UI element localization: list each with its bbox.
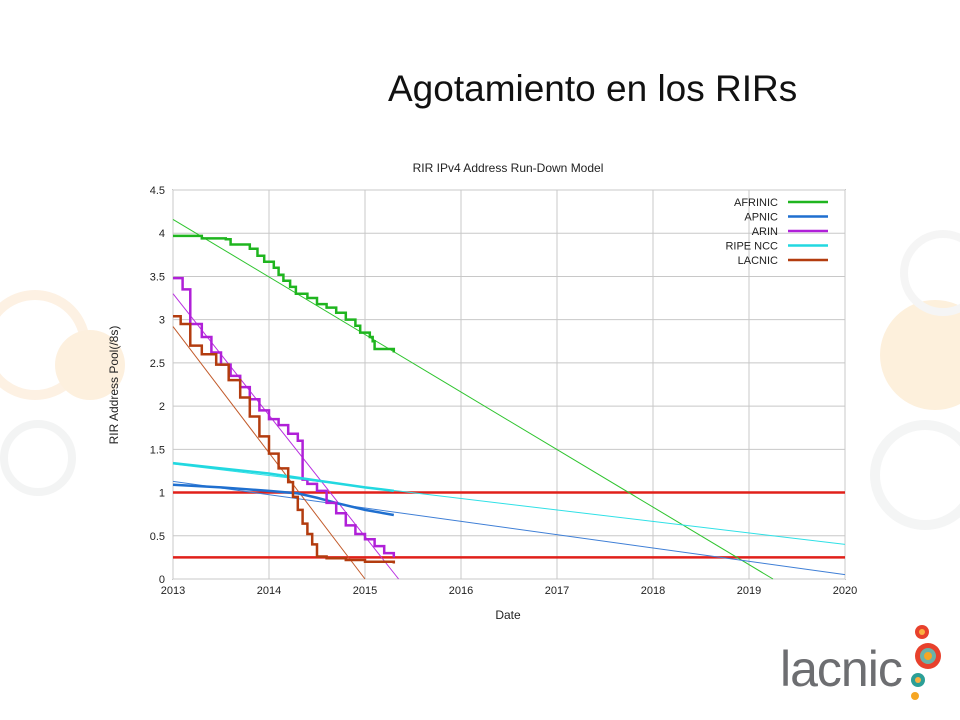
y-tick-label: 4 xyxy=(159,228,165,240)
x-tick-label: 2018 xyxy=(641,585,665,597)
trend-line-afrinic xyxy=(172,218,774,580)
y-tick-label: 1.5 xyxy=(150,444,165,456)
slide-title: Agotamiento en los RIRs xyxy=(388,68,798,109)
legend-label: ARIN xyxy=(752,226,778,238)
x-tick-label: 2017 xyxy=(545,585,569,597)
gridlines xyxy=(172,189,846,580)
y-tick-label: 2 xyxy=(159,401,165,413)
y-tick-label: 0 xyxy=(159,574,165,586)
chart-title: RIR IPv4 Address Run-Down Model xyxy=(413,161,604,175)
series-line-afrinic xyxy=(173,234,396,353)
series-line-ripe-ncc xyxy=(172,461,394,493)
legend-label: RIPE NCC xyxy=(725,241,778,253)
trend-line-ripe-ncc xyxy=(172,463,846,545)
x-tick-label: 2020 xyxy=(833,585,857,597)
y-tick-label: 1 xyxy=(159,488,165,500)
x-tick-label: 2014 xyxy=(257,585,281,597)
legend-label: LACNIC xyxy=(738,255,778,267)
logo-text: lacnic xyxy=(780,641,903,697)
y-tick-label: 2.5 xyxy=(150,358,165,370)
x-tick-label: 2013 xyxy=(161,585,185,597)
x-axis-ticks: 2013 2014 2015 2016 2017 2018 2019 2020 xyxy=(161,585,857,597)
x-tick-label: 2015 xyxy=(353,585,377,597)
series-line-apnic xyxy=(172,483,395,517)
y-axis-ticks: 0 0.5 1 1.5 2 2.5 3 3.5 4 4.5 xyxy=(150,185,165,586)
y-tick-label: 0.5 xyxy=(150,531,165,543)
lacnic-logo: lacnic xyxy=(780,620,950,710)
legend-label: APNIC xyxy=(744,212,778,224)
y-tick-label: 4.5 xyxy=(150,185,165,197)
y-tick-label: 3 xyxy=(159,315,165,327)
series-line-arin xyxy=(173,276,396,558)
series-line-lacnic xyxy=(173,314,396,564)
x-axis-label: Date xyxy=(495,608,521,622)
plot-area xyxy=(172,189,846,580)
series-lines xyxy=(172,234,396,564)
legend: AFRINIC APNIC ARIN RIPE NCC LACNIC xyxy=(725,197,828,267)
x-tick-label: 2016 xyxy=(449,585,473,597)
logo-dots-icon xyxy=(911,625,941,700)
trend-line-apnic xyxy=(172,480,846,576)
y-tick-label: 3.5 xyxy=(150,271,165,283)
trend-lines xyxy=(172,218,846,580)
y-axis-label: RIR Address Pool(/8s) xyxy=(107,326,121,445)
legend-label: AFRINIC xyxy=(734,197,778,209)
x-tick-label: 2019 xyxy=(737,585,761,597)
